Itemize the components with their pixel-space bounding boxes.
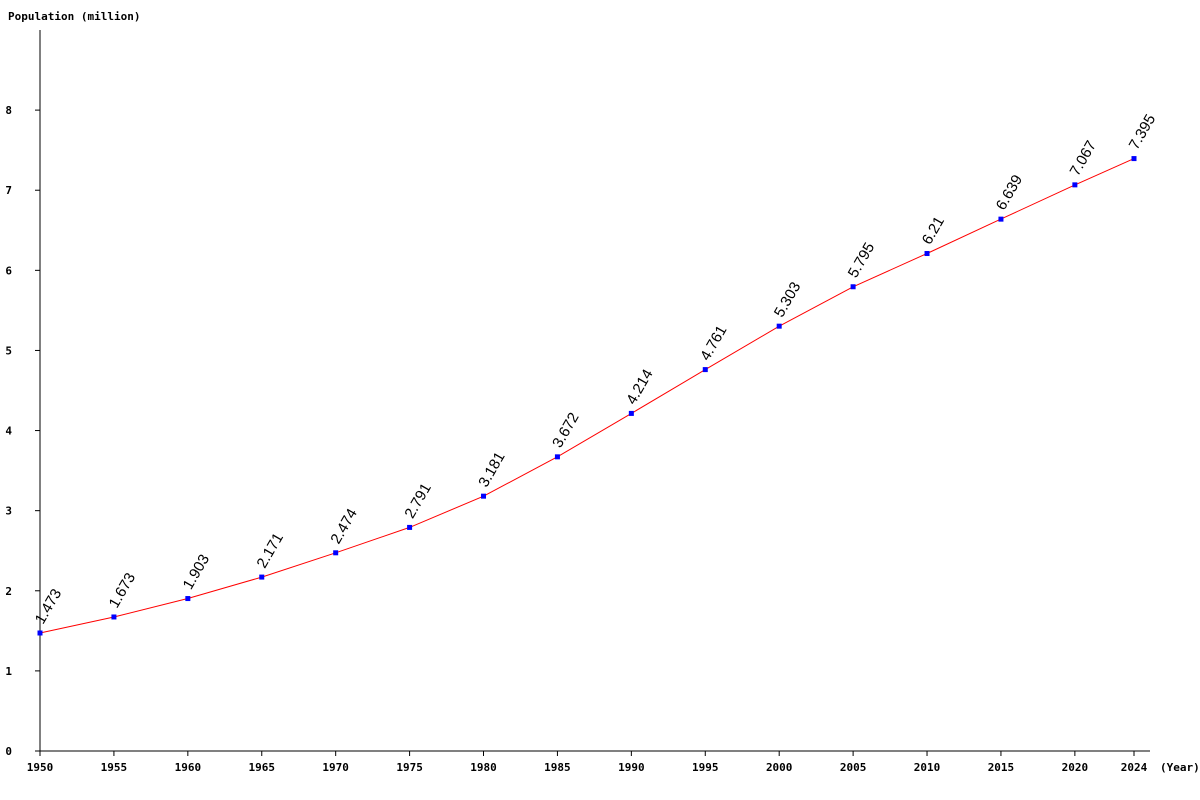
x-axis-title: (Year) <box>1160 761 1200 774</box>
x-tick-label: 1965 <box>249 761 276 774</box>
data-label: 6.639 <box>993 172 1026 213</box>
data-label: 3.181 <box>475 449 508 490</box>
data-point <box>998 216 1004 222</box>
axes <box>39 30 1150 752</box>
y-tick-label: 6 <box>5 264 12 277</box>
x-tick-label: 2005 <box>840 761 867 774</box>
data-label: 5.795 <box>845 240 878 281</box>
data-markers <box>37 156 1137 636</box>
y-tick-label: 3 <box>5 505 12 518</box>
y-tick-label: 5 <box>5 344 12 357</box>
data-point <box>1131 156 1137 162</box>
data-label: 7.395 <box>1126 112 1159 153</box>
data-point <box>924 251 930 257</box>
x-tick-label: 1980 <box>470 761 497 774</box>
data-label: 2.171 <box>254 530 287 571</box>
data-label: 5.303 <box>771 279 804 320</box>
data-point <box>481 493 487 499</box>
x-tick-label: 1960 <box>175 761 202 774</box>
data-point <box>628 410 634 416</box>
x-tick-label: 1975 <box>396 761 423 774</box>
data-label: 6.21 <box>919 214 948 248</box>
data-point <box>259 574 265 580</box>
data-label: 7.067 <box>1067 138 1100 179</box>
x-tick-label: 2000 <box>766 761 793 774</box>
y-tick-label: 7 <box>5 184 12 197</box>
data-label: 1.903 <box>180 551 213 592</box>
data-point <box>333 550 339 556</box>
y-tick-label: 4 <box>5 425 12 438</box>
data-point <box>407 524 413 530</box>
y-tick-label: 0 <box>5 745 12 758</box>
data-point <box>554 454 560 460</box>
y-axis-title: Population (million) <box>8 10 140 23</box>
x-ticks: 1950 1955 1960 1965 1970 1975 1980 1985 1990 1995… <box>27 751 1148 774</box>
x-tick-label: 1955 <box>101 761 128 774</box>
population-line <box>39 158 1135 634</box>
x-tick-label: 2024 <box>1121 761 1148 774</box>
x-tick-label: 2020 <box>1062 761 1089 774</box>
data-point <box>37 630 43 636</box>
data-label: 2.791 <box>401 480 434 521</box>
x-tick-label: 2015 <box>988 761 1015 774</box>
data-label: 1.673 <box>106 570 139 611</box>
data-labels: 1.473 1.673 1.9032.1712.4742.7913.1813.672… <box>32 112 1159 627</box>
data-label: 1.473 <box>32 586 65 627</box>
y-tick-label: 2 <box>5 585 12 598</box>
x-tick-label: 2010 <box>914 761 941 774</box>
data-point <box>111 614 117 620</box>
y-ticks: 0 1 2 3 4 5 6 7 8 <box>5 104 40 758</box>
data-point <box>702 367 708 373</box>
y-tick-label: 8 <box>5 104 12 117</box>
series-population <box>39 158 1135 634</box>
x-tick-label: 1950 <box>27 761 54 774</box>
data-point <box>776 323 782 329</box>
x-tick-label: 1985 <box>544 761 571 774</box>
data-label: 2.474 <box>327 506 360 547</box>
x-tick-label: 1970 <box>322 761 349 774</box>
y-tick-label: 1 <box>5 665 12 678</box>
data-point <box>850 284 856 290</box>
x-tick-label: 1990 <box>618 761 645 774</box>
data-point <box>1072 182 1078 188</box>
x-tick-label: 1995 <box>692 761 719 774</box>
data-point <box>185 596 191 602</box>
